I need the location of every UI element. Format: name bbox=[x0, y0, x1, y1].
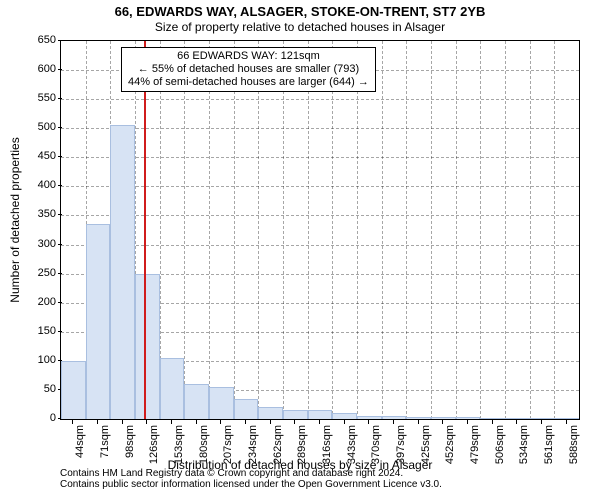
x-tick-mark bbox=[122, 420, 123, 424]
y-tick-label: 600 bbox=[4, 63, 56, 75]
y-tick-label: 350 bbox=[4, 208, 56, 220]
histogram-bar bbox=[160, 358, 185, 419]
grid-line-v bbox=[431, 41, 432, 419]
annotation-line2: ← 55% of detached houses are smaller (79… bbox=[128, 63, 369, 76]
grid-line-v bbox=[283, 41, 284, 419]
x-tick-mark bbox=[492, 420, 493, 424]
plot-area: 66 EDWARDS WAY: 121sqm← 55% of detached … bbox=[60, 40, 580, 420]
credits-line2: Contains public sector information licen… bbox=[60, 479, 442, 490]
credits-line1: Contains HM Land Registry data © Crown c… bbox=[60, 468, 442, 479]
x-tick-mark bbox=[146, 420, 147, 424]
x-tick-mark bbox=[541, 420, 542, 424]
grid-line-v bbox=[357, 41, 358, 419]
y-tick-label: 550 bbox=[4, 92, 56, 104]
grid-line-h bbox=[61, 99, 579, 100]
x-tick-mark bbox=[344, 420, 345, 424]
histogram-bar bbox=[357, 416, 382, 419]
histogram-bar bbox=[505, 418, 530, 419]
x-tick-mark bbox=[516, 420, 517, 424]
histogram-bar bbox=[86, 224, 111, 419]
grid-line-v bbox=[234, 41, 235, 419]
histogram-bar bbox=[530, 418, 555, 419]
x-tick-mark bbox=[418, 420, 419, 424]
x-tick-mark bbox=[368, 420, 369, 424]
histogram-bar bbox=[554, 418, 579, 419]
grid-line-v bbox=[530, 41, 531, 419]
grid-line-v bbox=[382, 41, 383, 419]
x-tick-mark bbox=[566, 420, 567, 424]
histogram-bar bbox=[480, 418, 505, 419]
grid-line-v bbox=[184, 41, 185, 419]
histogram-bar bbox=[283, 410, 308, 419]
grid-line-h bbox=[61, 157, 579, 158]
histogram-bar bbox=[135, 274, 160, 419]
histogram-bar bbox=[184, 384, 209, 419]
chart-title-line2: Size of property relative to detached ho… bbox=[0, 20, 600, 34]
y-tick-label: 150 bbox=[4, 325, 56, 337]
grid-line-v bbox=[480, 41, 481, 419]
grid-line-v bbox=[258, 41, 259, 419]
y-tick-label: 200 bbox=[4, 296, 56, 308]
x-tick-mark bbox=[72, 420, 73, 424]
grid-line-v bbox=[308, 41, 309, 419]
histogram-bar bbox=[382, 416, 407, 419]
histogram-bar bbox=[456, 417, 481, 419]
y-tick-label: 300 bbox=[4, 238, 56, 250]
grid-line-v bbox=[505, 41, 506, 419]
annotation-box: 66 EDWARDS WAY: 121sqm← 55% of detached … bbox=[121, 47, 376, 92]
x-tick-mark bbox=[171, 420, 172, 424]
histogram-bar bbox=[332, 413, 357, 419]
histogram-bar bbox=[61, 361, 86, 419]
grid-line-v bbox=[209, 41, 210, 419]
grid-line-v bbox=[456, 41, 457, 419]
x-tick-mark bbox=[97, 420, 98, 424]
annotation-line1: 66 EDWARDS WAY: 121sqm bbox=[128, 50, 369, 63]
y-tick-label: 50 bbox=[4, 383, 56, 395]
y-ticks: 050100150200250300350400450500550600650 bbox=[0, 40, 58, 420]
histogram-bar bbox=[406, 417, 431, 419]
credits: Contains HM Land Registry data © Crown c… bbox=[60, 468, 442, 490]
reference-line bbox=[144, 41, 146, 419]
grid-line-h bbox=[61, 215, 579, 216]
chart-container: 66, EDWARDS WAY, ALSAGER, STOKE-ON-TRENT… bbox=[0, 0, 600, 500]
annotation-line3: 44% of semi-detached houses are larger (… bbox=[128, 76, 369, 89]
y-tick-label: 250 bbox=[4, 267, 56, 279]
x-tick-mark bbox=[442, 420, 443, 424]
grid-line-h bbox=[61, 128, 579, 129]
y-tick-label: 500 bbox=[4, 121, 56, 133]
histogram-bar bbox=[209, 387, 234, 419]
x-tick-mark bbox=[393, 420, 394, 424]
x-tick-mark bbox=[319, 420, 320, 424]
grid-line-h bbox=[61, 186, 579, 187]
y-tick-label: 0 bbox=[4, 412, 56, 424]
x-tick-mark bbox=[294, 420, 295, 424]
x-tick-mark bbox=[220, 420, 221, 424]
x-tick-mark bbox=[196, 420, 197, 424]
histogram-bar bbox=[234, 399, 259, 419]
histogram-bar bbox=[431, 417, 456, 419]
histogram-bar bbox=[110, 125, 135, 419]
x-tick-mark bbox=[245, 420, 246, 424]
grid-line-v bbox=[406, 41, 407, 419]
y-tick-label: 100 bbox=[4, 354, 56, 366]
x-tick-mark bbox=[270, 420, 271, 424]
grid-line-v bbox=[554, 41, 555, 419]
grid-line-v bbox=[332, 41, 333, 419]
y-tick-label: 650 bbox=[4, 34, 56, 46]
chart-title-line1: 66, EDWARDS WAY, ALSAGER, STOKE-ON-TRENT… bbox=[0, 4, 600, 19]
histogram-bar bbox=[308, 410, 333, 419]
grid-line-h bbox=[61, 245, 579, 246]
x-tick-mark bbox=[467, 420, 468, 424]
y-tick-label: 400 bbox=[4, 179, 56, 191]
y-tick-label: 450 bbox=[4, 150, 56, 162]
histogram-bar bbox=[258, 407, 283, 419]
